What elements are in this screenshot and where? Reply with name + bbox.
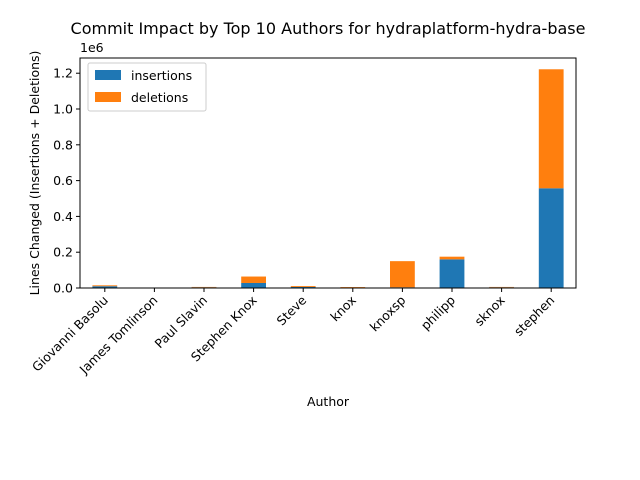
bar-insertions-philipp [439,259,465,288]
x-tick-label-stephen: stephen [511,293,557,339]
x-tick-label-sknox: sknox [471,293,507,329]
bar-deletions-knox [340,287,366,288]
bar-insertions-steve [290,286,316,288]
bar-deletions-stephen [538,69,564,189]
bar-deletions-knoxsp [390,261,415,288]
chart-title: Commit Impact by Top 10 Authors for hydr… [71,19,586,38]
bar-insertions-stephen [538,188,564,288]
y-tick-label: 1.2 [53,66,73,81]
y-tick-label: 0.4 [53,209,73,224]
y-tick-label: 0.2 [53,245,73,260]
x-tick-label-knox: knox [327,293,359,325]
x-axis-label: Author [307,394,350,409]
legend-label-deletions: deletions [131,90,188,105]
legend: insertions deletions [87,62,207,112]
y-axis-offset-label: 1e6 [80,40,104,55]
x-tick-label-steve: Steve [274,292,310,328]
plot-frame [79,57,577,289]
bar-deletions-philipp [439,256,465,260]
y-tick-label: 1.0 [53,102,73,117]
bar-deletions-steve [290,286,316,287]
bars [92,69,564,288]
y-tick-label: 0.6 [53,173,73,188]
y-tick-label: 0.0 [53,281,73,296]
x-tick-label-knoxsp: knoxsp [367,292,409,334]
bar-deletions-giovanni-basolu [92,285,118,287]
bar-deletions-stephen-knox [241,276,266,283]
legend-swatch-insertions [95,70,121,80]
legend-swatch-deletions [95,92,121,102]
y-tick-label: 0.8 [53,137,73,152]
bar-insertions-giovanni-basolu [92,286,118,288]
y-axis: 0.0 0.2 0.4 0.6 0.8 1.0 1.2 [53,66,80,296]
bar-insertions-stephen-knox [241,282,266,288]
y-axis-label: Lines Changed (Insertions + Deletions) [27,51,42,296]
x-tick-label-philipp: philipp [418,292,458,332]
legend-label-insertions: insertions [131,68,192,83]
